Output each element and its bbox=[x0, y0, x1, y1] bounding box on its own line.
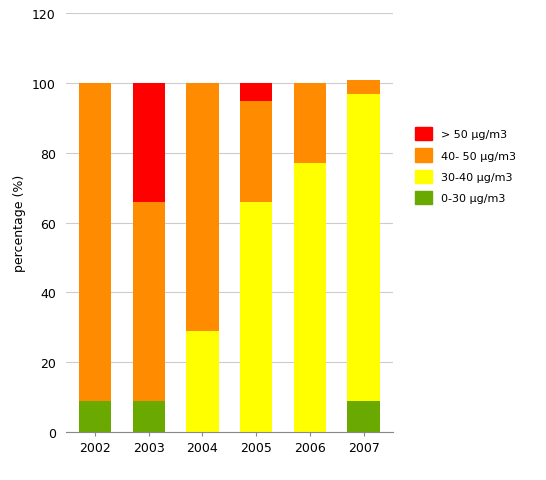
Bar bbox=[186, 331, 218, 432]
Bar bbox=[240, 203, 272, 432]
Legend: > 50 μg/m3, 40- 50 μg/m3, 30-40 μg/m3, 0-30 μg/m3: > 50 μg/m3, 40- 50 μg/m3, 30-40 μg/m3, 0… bbox=[412, 124, 519, 208]
Bar bbox=[79, 401, 111, 432]
Bar bbox=[79, 84, 111, 401]
Bar bbox=[133, 401, 165, 432]
Bar bbox=[240, 84, 272, 101]
Bar bbox=[133, 203, 165, 401]
Bar bbox=[347, 81, 379, 95]
Bar bbox=[186, 84, 218, 331]
Bar bbox=[240, 101, 272, 203]
Bar bbox=[294, 84, 326, 164]
Bar bbox=[347, 95, 379, 401]
Y-axis label: percentage (%): percentage (%) bbox=[13, 175, 26, 272]
Bar bbox=[133, 84, 165, 203]
Bar bbox=[294, 164, 326, 432]
Bar bbox=[347, 401, 379, 432]
